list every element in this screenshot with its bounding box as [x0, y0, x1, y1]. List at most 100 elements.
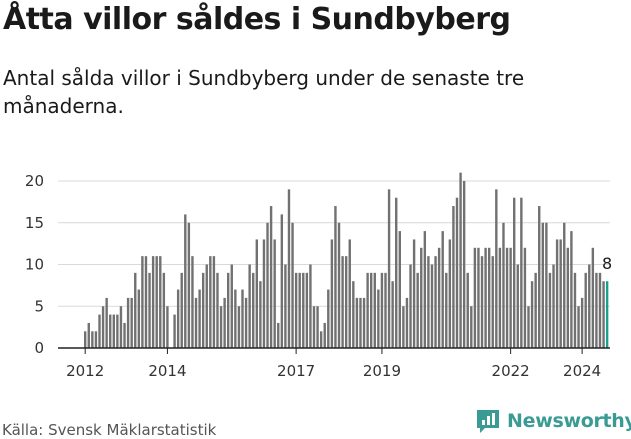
bar: [116, 314, 119, 348]
bar: [101, 306, 105, 348]
bar: [227, 272, 230, 348]
bar: [495, 189, 498, 348]
y-tick-label: 10: [25, 256, 44, 274]
bar: [559, 239, 562, 348]
bar: [348, 239, 351, 348]
bar: [484, 247, 487, 348]
bar: [176, 289, 180, 348]
bar: [91, 331, 94, 348]
brand-name: Newsworthy: [507, 410, 631, 432]
bar: [255, 239, 258, 348]
bar: [359, 297, 362, 348]
bar: [266, 222, 269, 348]
bar: [130, 297, 133, 348]
bar: [230, 264, 233, 348]
bar: [580, 297, 584, 348]
bar: [294, 272, 298, 348]
bar: [269, 206, 273, 348]
bar: [194, 297, 198, 348]
x-tick-label: 2019: [363, 362, 401, 380]
bar: [409, 264, 412, 348]
bar: [570, 231, 573, 348]
bar: [298, 272, 301, 348]
bar: [198, 289, 201, 348]
bar: [502, 222, 505, 348]
bar: [441, 231, 444, 348]
bar: [212, 256, 216, 348]
bar: [455, 197, 459, 348]
bar: [366, 272, 369, 348]
bar: [352, 281, 355, 348]
bar: [201, 272, 205, 348]
bar: [309, 264, 312, 348]
bar: [252, 272, 255, 348]
bar: [591, 247, 595, 348]
bar: [155, 256, 158, 348]
bar: [209, 256, 212, 348]
bar: [470, 306, 473, 348]
bar: [94, 331, 98, 348]
bar: [402, 306, 405, 348]
bar: [420, 247, 423, 348]
bar: [398, 231, 401, 348]
bar: [602, 281, 605, 348]
bar: [109, 314, 112, 348]
bar: [598, 272, 602, 348]
bar: [302, 272, 305, 348]
bar: [137, 289, 141, 348]
bar: [373, 272, 376, 348]
bar: [98, 314, 101, 348]
bar: [462, 181, 466, 348]
bar: [423, 231, 427, 348]
bar: [219, 306, 223, 348]
bar: [330, 239, 334, 348]
bar: [566, 247, 570, 348]
chart-subtitle: Antal sålda villor i Sundbyberg under de…: [3, 66, 525, 118]
bar: [180, 272, 183, 348]
bar: [427, 256, 430, 348]
bar: [491, 256, 494, 348]
bar: [305, 272, 309, 348]
bar: [237, 306, 241, 348]
bar: [577, 306, 580, 348]
bar: [341, 256, 344, 348]
bar: [548, 272, 552, 348]
bar: [516, 264, 519, 348]
bar: [452, 206, 455, 348]
bar: [141, 256, 144, 348]
bar: [280, 214, 284, 348]
bar: [173, 314, 176, 348]
bar: [380, 272, 384, 348]
bar: [555, 239, 559, 348]
bar: [362, 297, 366, 348]
bar: [513, 197, 516, 348]
bar: [527, 306, 530, 348]
bar: [448, 239, 452, 348]
bar: [445, 272, 448, 348]
bar: [287, 189, 291, 348]
bar: [248, 264, 251, 348]
bar: [223, 297, 226, 348]
bar: [473, 247, 477, 348]
bar-chart: 0 5 10 15 20 2012 2014 2017 2019 2022 2024 8: [25, 172, 612, 380]
bar: [216, 272, 219, 348]
newsworthy-logo[interactable]: Newsworthy: [475, 408, 631, 434]
bar: [234, 289, 237, 348]
bar: [273, 239, 276, 348]
bar: [284, 264, 287, 348]
bar: [405, 297, 409, 348]
bar: [312, 306, 316, 348]
y-tick-label: 5: [34, 297, 44, 315]
bar: [523, 247, 527, 348]
y-tick-label: 15: [25, 214, 44, 232]
x-tick-label: 2012: [66, 362, 104, 380]
bar: [498, 247, 502, 348]
bar: [166, 306, 169, 348]
bar: [545, 222, 548, 348]
bar: [395, 197, 398, 348]
bar: [477, 247, 480, 348]
bar: [552, 264, 555, 348]
bar: [573, 272, 577, 348]
bar: [387, 189, 391, 348]
bar: [87, 322, 90, 348]
